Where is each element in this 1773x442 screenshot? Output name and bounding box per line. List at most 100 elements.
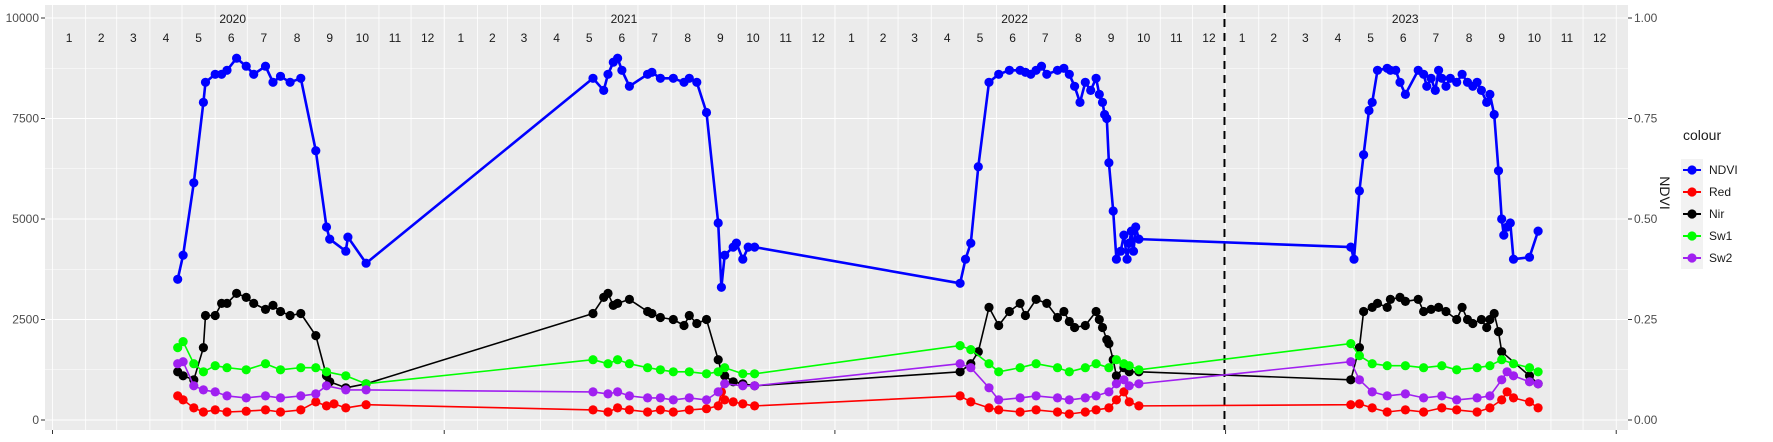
data-point-sw2 <box>1104 387 1114 397</box>
data-point-ndvi <box>731 238 742 248</box>
month-label: 5 <box>977 31 984 45</box>
data-point-red <box>1124 397 1134 407</box>
data-point-sw1 <box>613 355 623 365</box>
data-point-sw1 <box>1382 361 1392 371</box>
right-axis-tick-label: 0.00 <box>1634 413 1658 427</box>
month-label: 6 <box>619 31 626 45</box>
data-point-nir <box>1426 304 1436 314</box>
data-point-nir <box>241 292 251 302</box>
month-label: 3 <box>130 31 137 45</box>
data-point-sw1 <box>1111 355 1121 365</box>
month-label: 1 <box>1239 31 1246 45</box>
data-point-ndvi <box>1080 77 1090 87</box>
data-point-red <box>624 405 635 415</box>
data-point-sw1 <box>1508 359 1519 369</box>
data-point-red <box>1437 403 1447 413</box>
data-point-nir <box>692 318 702 329</box>
year-label: 2023 <box>1392 12 1419 26</box>
data-point-nir <box>1493 327 1504 337</box>
month-label: 3 <box>521 31 528 45</box>
month-label: 9 <box>1498 31 1505 45</box>
data-point-ndvi <box>1116 246 1126 256</box>
data-point-nir <box>1354 343 1364 353</box>
data-point-sw2 <box>198 385 208 395</box>
data-point-ndvi <box>613 53 623 63</box>
data-point-red <box>713 401 723 411</box>
data-point-sw2 <box>1124 381 1134 391</box>
data-point-sw2 <box>1508 371 1519 381</box>
data-point-sw2 <box>341 385 351 395</box>
month-label: 2 <box>1270 31 1277 45</box>
data-point-sw2 <box>210 387 220 397</box>
data-point-sw1 <box>1015 363 1025 373</box>
data-point-sw2 <box>994 395 1004 405</box>
data-point-nir <box>1111 371 1121 381</box>
month-label: 9 <box>326 31 333 45</box>
data-point-nir <box>1020 310 1030 321</box>
data-point-sw1 <box>1052 363 1063 373</box>
data-point-ndvi <box>1094 89 1104 99</box>
data-point-ndvi <box>232 53 242 63</box>
data-point-ndvi <box>1508 254 1519 264</box>
data-point-sw2 <box>1419 393 1429 403</box>
data-point-sw2 <box>1119 375 1129 385</box>
data-point-ndvi <box>268 77 278 87</box>
data-point-sw2 <box>1052 393 1063 403</box>
data-point-sw1 <box>701 369 712 379</box>
data-point-nir <box>311 331 321 341</box>
data-point-red <box>260 405 271 415</box>
grid-lines <box>45 5 1628 430</box>
data-point-sw1 <box>1354 351 1364 361</box>
data-point-red <box>1419 407 1429 417</box>
data-point-ndvi <box>701 107 712 118</box>
data-point-ndvi <box>603 69 613 79</box>
right-axis-tick-label: 1.00 <box>1634 11 1658 25</box>
data-point-sw2 <box>1382 391 1392 401</box>
data-point-red <box>1064 409 1074 419</box>
data-point-sw1 <box>1134 365 1144 375</box>
data-point-ndvi <box>1476 85 1486 95</box>
data-point-nir <box>701 314 712 325</box>
data-point-ndvi <box>588 73 598 83</box>
data-point-sw1 <box>1533 367 1543 377</box>
data-point-red <box>1533 403 1543 413</box>
data-point-ndvi <box>1422 81 1432 91</box>
data-point-ndvi <box>1505 218 1515 228</box>
data-point-ndvi <box>1497 214 1507 224</box>
data-point-sw2 <box>1080 393 1090 403</box>
data-point-sw2 <box>1367 387 1377 397</box>
data-point-ndvi <box>955 278 965 288</box>
data-point-nir <box>1419 306 1429 317</box>
data-point-sw1 <box>720 363 730 373</box>
data-point-sw2 <box>1485 391 1495 401</box>
data-point-red <box>984 403 994 413</box>
data-point-red <box>603 407 613 417</box>
data-point-ndvi <box>1064 69 1074 79</box>
data-point-nir <box>984 302 994 312</box>
year-label: 2021 <box>611 12 638 26</box>
legend-key-point <box>1687 231 1697 241</box>
data-point-ndvi <box>1489 109 1499 120</box>
data-point-sw1 <box>668 367 678 377</box>
data-point-sw1 <box>750 369 760 379</box>
data-point-sw1 <box>1524 363 1535 373</box>
data-point-red <box>321 401 332 411</box>
data-point-ndvi <box>1104 158 1114 168</box>
left-axis-tick-label: 2500 <box>12 313 39 327</box>
data-point-ndvi <box>296 73 306 83</box>
data-point-ndvi <box>260 61 271 71</box>
data-point-ndvi <box>1004 65 1015 75</box>
data-point-ndvi <box>210 69 220 79</box>
month-label: 12 <box>421 31 435 45</box>
data-point-ndvi <box>1457 69 1467 79</box>
data-point-sw2 <box>1091 391 1101 401</box>
axes: 0 2500 5000 7500 10000 0.00 0.25 0.50 0.75 1.00 ND… <box>6 5 1673 434</box>
data-point-nir <box>679 320 689 331</box>
month-label: 10 <box>1528 31 1542 45</box>
data-point-ndvi <box>1400 89 1410 99</box>
data-point-ndvi <box>1042 69 1052 79</box>
data-point-ndvi <box>1036 61 1047 71</box>
data-point-sw1 <box>341 371 351 381</box>
data-point-nir <box>1482 322 1492 333</box>
